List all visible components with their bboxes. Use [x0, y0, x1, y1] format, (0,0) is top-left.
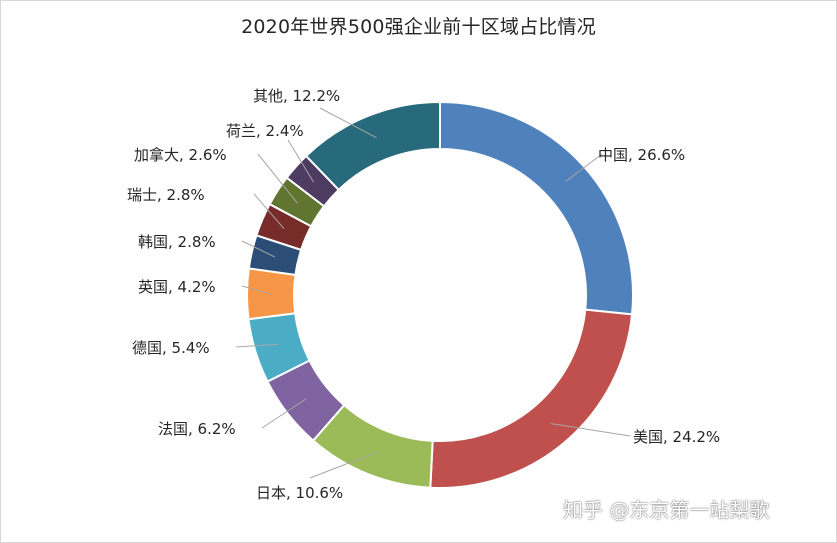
leader-line-法国: [261, 398, 307, 429]
data-label-德国: 德国, 5.4%: [132, 339, 210, 357]
leader-line-德国: [235, 343, 278, 348]
leader-line-韩国: [241, 240, 276, 258]
leader-line-加拿大: [257, 153, 298, 204]
data-label-韩国: 韩国, 2.8%: [138, 233, 216, 251]
data-label-法国: 法国, 6.2%: [158, 420, 236, 438]
leader-line-英国: [241, 285, 271, 295]
donut-slice-英国: [246, 267, 297, 321]
watermark: 知乎 @东京第一站梨歌: [563, 498, 770, 522]
data-label-中国: 中国, 26.6%: [598, 146, 685, 164]
leader-line-日本: [309, 451, 377, 479]
data-label-加拿大: 加拿大, 2.6%: [134, 146, 227, 164]
leader-line-荷兰: [287, 139, 314, 183]
donut-slice-其他: [304, 100, 441, 192]
data-label-英国: 英国, 4.2%: [138, 278, 216, 296]
leader-line-中国: [565, 153, 603, 182]
data-label-荷兰: 荷兰, 2.4%: [226, 122, 304, 140]
data-label-瑞士: 瑞士, 2.8%: [127, 186, 205, 204]
chart-title: 2020年世界500强企业前十区域占比情况: [241, 16, 596, 38]
data-label-日本: 日本, 10.6%: [256, 484, 343, 502]
data-label-美国: 美国, 24.2%: [633, 428, 720, 446]
leader-line-其他: [319, 107, 377, 139]
leader-line-瑞士: [253, 193, 285, 229]
data-label-其他: 其他, 12.2%: [253, 87, 340, 105]
leader-line-美国: [550, 423, 631, 437]
donut-slice-中国: [439, 100, 634, 316]
donut-slice-美国: [429, 308, 634, 489]
